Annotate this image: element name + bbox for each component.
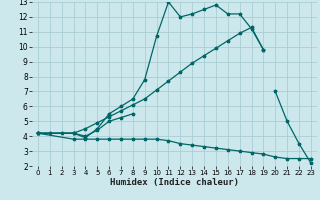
X-axis label: Humidex (Indice chaleur): Humidex (Indice chaleur) bbox=[110, 178, 239, 187]
